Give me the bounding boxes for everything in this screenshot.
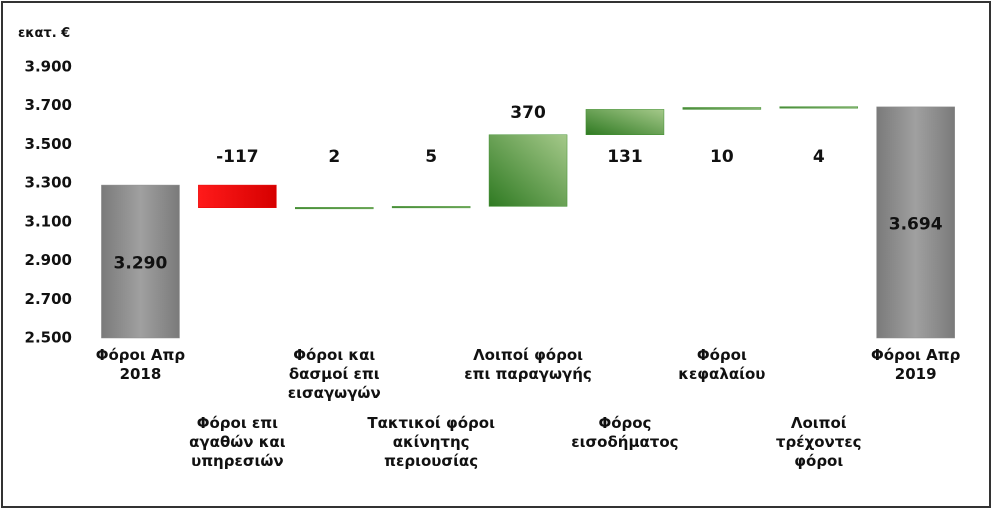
value-label: 3.694 (889, 214, 943, 234)
value-label: 4 (813, 147, 825, 167)
bar (876, 106, 955, 339)
y-tick-label: 2.500 (25, 329, 72, 347)
bar (682, 107, 762, 110)
bar (585, 109, 665, 135)
x-tick-label: Φόροι κεφαλαίου (678, 346, 766, 383)
y-tick-label: 3.500 (25, 135, 72, 153)
x-tick-label: Λοιποί τρέχοντες φόροι (775, 414, 862, 470)
x-tick-label: Λοιποί φόροι επι παραγωγής (464, 346, 592, 383)
x-tick-label: Φόροι και δασμοί επι εισαγωγών (287, 346, 381, 402)
bar (198, 184, 277, 208)
y-tick-label: 3.700 (25, 96, 72, 114)
value-label: 10 (710, 147, 734, 167)
bar (295, 207, 374, 210)
value-label: 2 (328, 147, 340, 167)
y-tick-label: 2.700 (25, 290, 72, 308)
bar (779, 106, 858, 109)
bar (101, 184, 180, 339)
value-label: 131 (607, 147, 643, 167)
value-label: 3.290 (114, 254, 168, 274)
x-tick-label: Φόροι Απρ 2019 (870, 346, 961, 383)
bar (488, 134, 568, 207)
y-tick-label: 2.900 (25, 251, 72, 269)
y-tick-label: 3.300 (25, 174, 72, 192)
y-axis-unit: εκατ. € (18, 26, 71, 41)
value-label: -117 (216, 147, 259, 167)
x-tick-label: Φόρος εισοδήματος (571, 414, 679, 451)
value-label: 5 (425, 147, 437, 167)
value-label: 370 (510, 103, 546, 123)
x-tick-label: Φόροι Απρ 2018 (95, 346, 186, 383)
x-tick-label: Φόροι επι αγαθών και υπηρεσιών (189, 414, 286, 470)
y-tick-label: 3.100 (25, 212, 72, 230)
y-tick-label: 3.900 (25, 58, 72, 76)
x-tick-label: Τακτικοί φόροι ακίνητης περιουσίας (367, 414, 495, 470)
bar (391, 206, 471, 209)
